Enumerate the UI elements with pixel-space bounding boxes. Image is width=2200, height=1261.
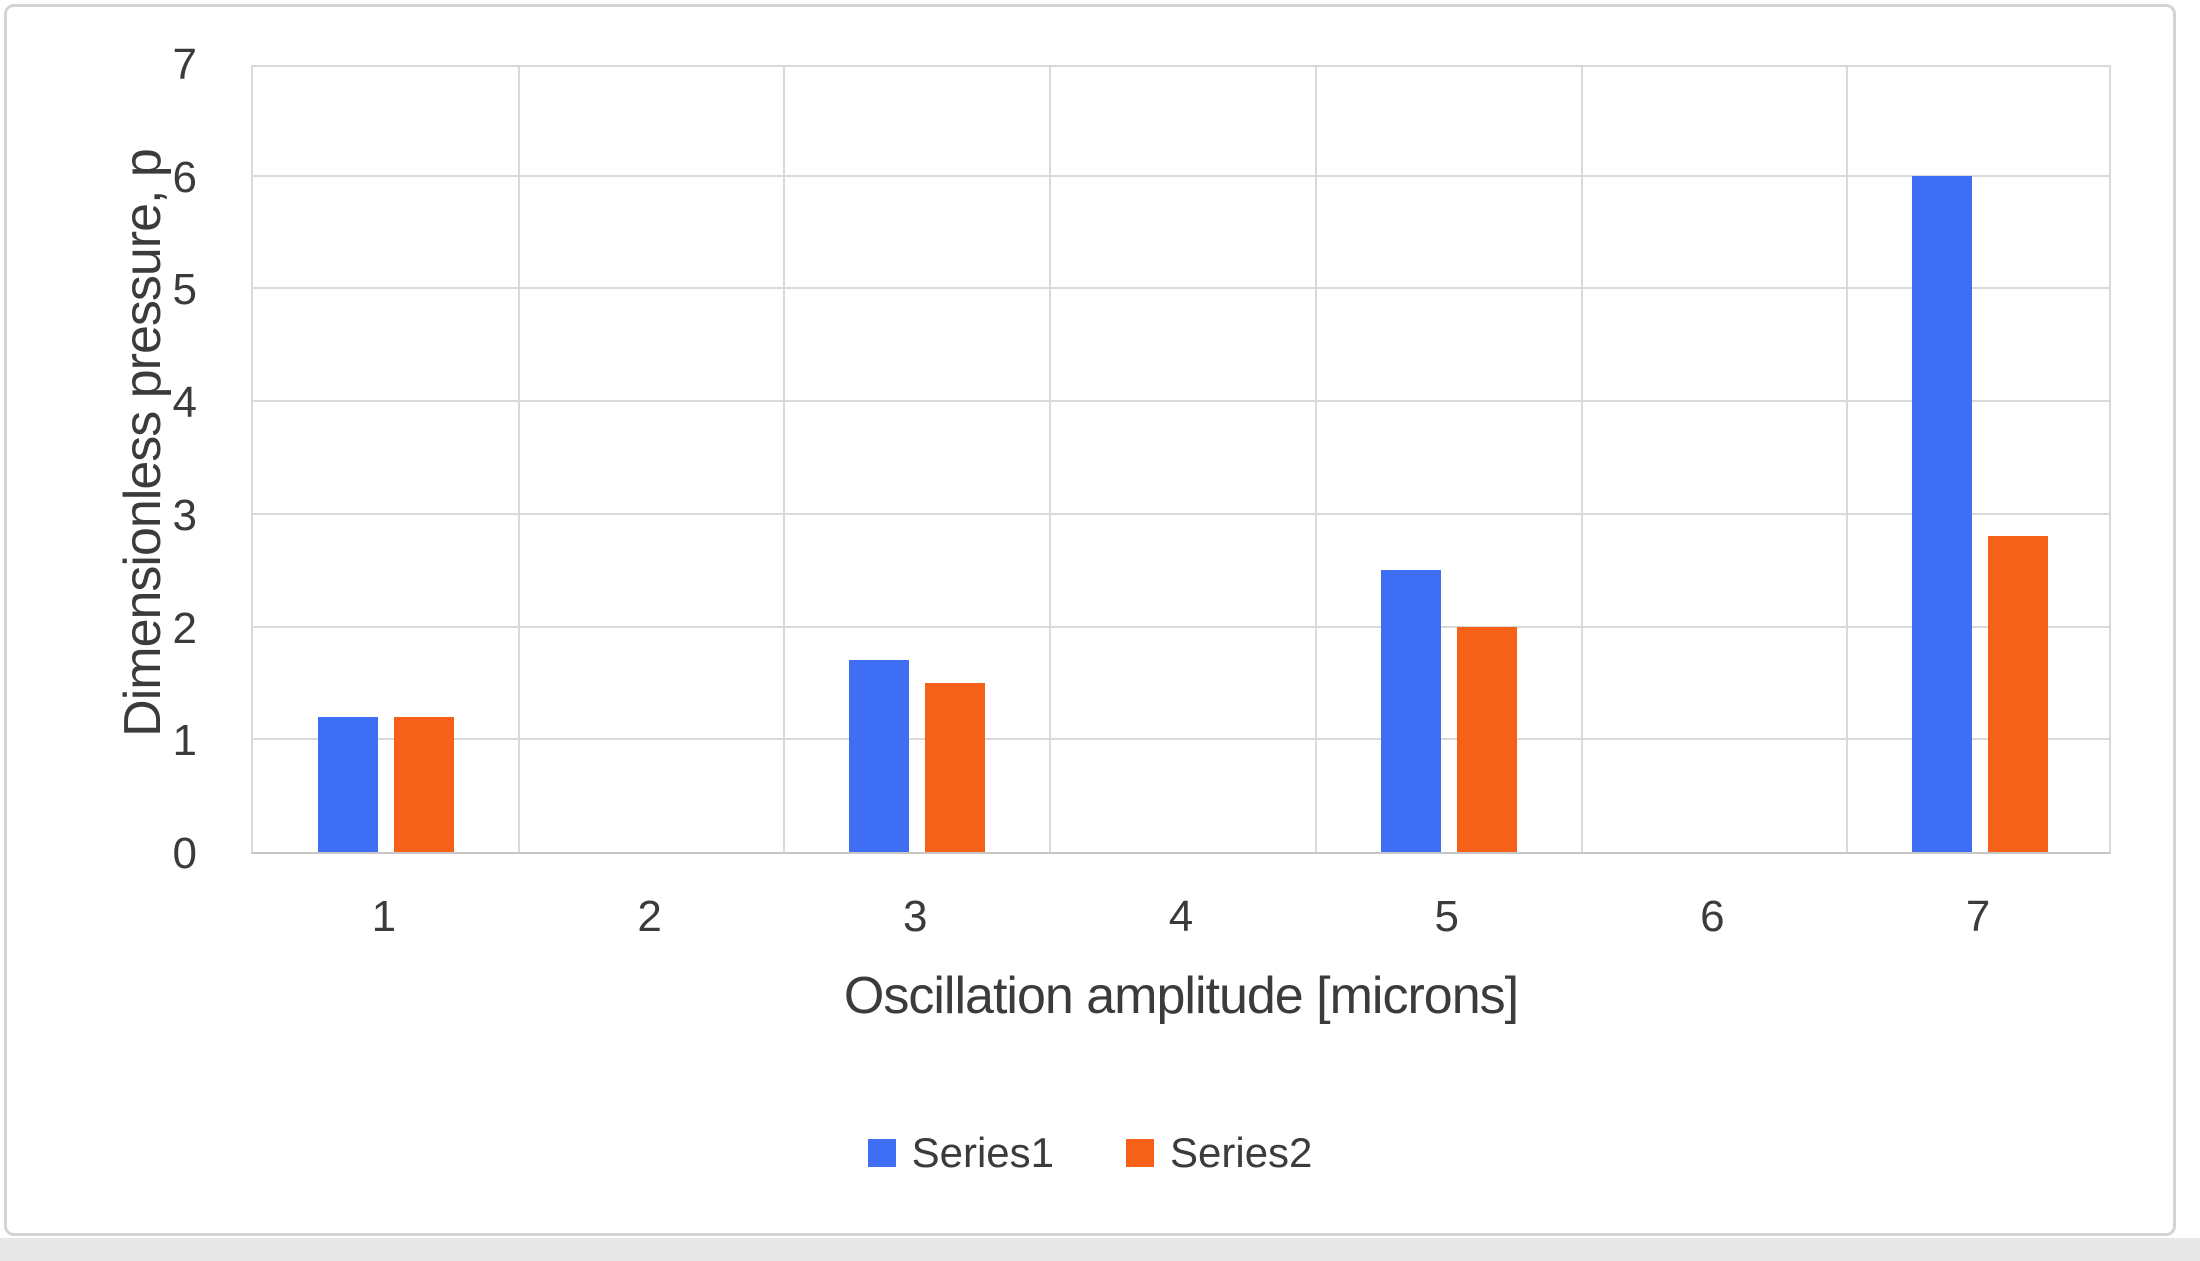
bar-series1-cat7 — [1912, 175, 1973, 852]
bar-series2-cat5 — [1456, 626, 1517, 852]
gridline-y-5 — [253, 287, 2109, 290]
x-axis-title: Oscillation amplitude [microns] — [843, 967, 1519, 1025]
legend-label: Series2 — [1170, 1129, 1313, 1176]
bar-series2-cat1 — [393, 716, 454, 852]
legend-item-series1: Series1 — [867, 1129, 1054, 1177]
y-tick-label-3: 3 — [172, 490, 197, 540]
y-tick-label-0: 0 — [172, 829, 197, 878]
gridline-y-3 — [253, 512, 2109, 515]
x-tick-label-2: 2 — [637, 892, 662, 941]
gridline-y-2 — [253, 625, 2109, 628]
plot-area — [251, 65, 2111, 854]
x-tick-label-7: 7 — [1965, 892, 1991, 941]
x-tick-label-1: 1 — [371, 892, 397, 941]
bar-series1-cat3 — [849, 660, 910, 852]
y-tick-label-5: 5 — [172, 265, 197, 315]
gridline-x-1 — [517, 67, 520, 852]
gridline-y-4 — [253, 400, 2109, 403]
bar-series2-cat7 — [1988, 536, 2049, 852]
y-tick-label-7: 7 — [172, 40, 197, 89]
gridline-x-3 — [1049, 67, 1052, 852]
bar-series1-cat1 — [317, 716, 378, 852]
gridline-x-6 — [1846, 67, 1849, 852]
gridline-x-5 — [1580, 67, 1583, 852]
y-tick-label-4: 4 — [172, 378, 197, 428]
y-tick-label-1: 1 — [172, 716, 197, 766]
x-tick-label-3: 3 — [903, 892, 928, 941]
gridline-x-4 — [1314, 67, 1317, 852]
legend-marker-icon — [1126, 1139, 1154, 1167]
x-tick-label-6: 6 — [1700, 892, 1725, 941]
legend-marker-icon — [867, 1139, 896, 1167]
bar-series1-cat5 — [1380, 570, 1441, 852]
page-background-strip — [0, 1238, 2200, 1261]
bar-series2-cat3 — [925, 682, 986, 852]
legend-item-series2: Series2 — [1126, 1129, 1312, 1177]
y-axis-title: Dimensionless pressure, p — [114, 149, 172, 737]
gridline-y-1 — [253, 738, 2109, 741]
gridline-x-2 — [783, 67, 786, 852]
gridline-y-6 — [253, 174, 2109, 177]
x-tick-label-4: 4 — [1168, 892, 1194, 941]
x-tick-label-5: 5 — [1434, 892, 1459, 941]
legend-label: Series1 — [911, 1129, 1054, 1176]
chart-frame: 0 1 2 3 4 5 6 7 1 2 3 4 5 6 7 Oscillation amplitude [m… — [4, 4, 2176, 1236]
y-tick-label-2: 2 — [172, 603, 197, 653]
legend: Series1 Series2 — [7, 1125, 2173, 1181]
y-tick-label-6: 6 — [172, 152, 197, 202]
